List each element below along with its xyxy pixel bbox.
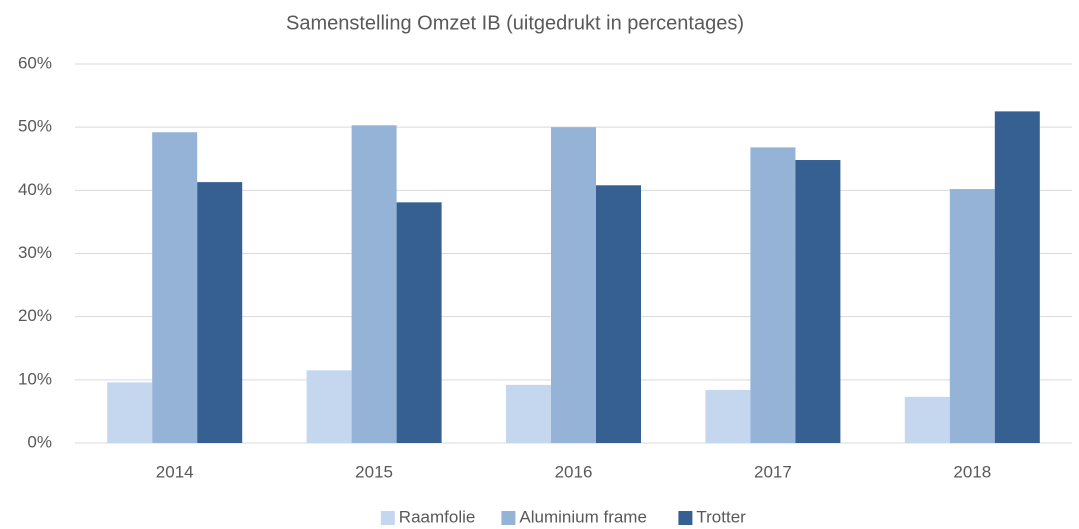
bar bbox=[306, 370, 352, 443]
chart-title: Samenstelling Omzet IB (uitgedrukt in pe… bbox=[286, 12, 744, 34]
bar bbox=[506, 384, 551, 443]
x-tick-label: 2016 bbox=[555, 462, 593, 481]
legend-label: Aluminium frame bbox=[519, 507, 647, 526]
y-tick-label: 50% bbox=[18, 117, 52, 136]
y-tick-label: 10% bbox=[18, 369, 52, 388]
bar bbox=[949, 189, 995, 443]
legend-swatch bbox=[501, 511, 516, 525]
bar bbox=[795, 160, 841, 443]
y-tick-label: 60% bbox=[18, 53, 52, 72]
bar bbox=[750, 147, 796, 443]
x-tick-label: 2015 bbox=[355, 462, 393, 481]
x-tick-label: 2017 bbox=[754, 462, 792, 481]
bar bbox=[994, 111, 1040, 443]
bar bbox=[551, 127, 596, 444]
y-tick-label: 30% bbox=[18, 243, 52, 262]
bar bbox=[396, 202, 442, 443]
y-tick-label: 40% bbox=[18, 180, 52, 199]
y-tick-label: 0% bbox=[27, 432, 52, 451]
bar bbox=[904, 396, 950, 443]
legend-label: Trotter bbox=[696, 507, 746, 526]
legend-label: Raamfolie bbox=[399, 507, 476, 526]
x-tick-label: 2014 bbox=[156, 462, 194, 481]
legend-swatch bbox=[678, 511, 693, 525]
legend-swatch bbox=[380, 511, 395, 525]
bar bbox=[351, 125, 397, 443]
bar bbox=[152, 132, 198, 443]
x-tick-label: 2018 bbox=[953, 462, 991, 481]
y-tick-label: 20% bbox=[18, 306, 52, 325]
bar bbox=[596, 185, 641, 443]
bar bbox=[107, 382, 153, 443]
bar bbox=[705, 389, 751, 443]
bar bbox=[197, 182, 243, 443]
